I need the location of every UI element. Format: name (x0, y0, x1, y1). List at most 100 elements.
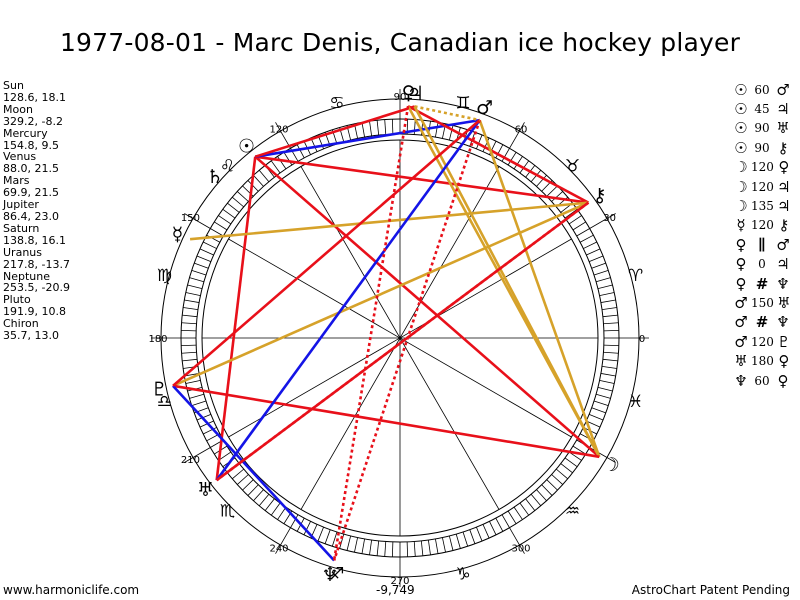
degree-tick (593, 400, 609, 407)
aspect-line (172, 119, 481, 387)
planet-name: Pluto (3, 293, 31, 307)
zodiac-sign: ♏ (220, 502, 235, 522)
degree-tick (181, 329, 197, 332)
planet-glyph: ☉ (238, 136, 255, 158)
planet-name: Moon (3, 102, 33, 116)
degree-tick (427, 539, 431, 555)
degree-tick (435, 122, 439, 138)
planet-glyph: ♅ (197, 479, 214, 501)
sign-boundary (184, 447, 211, 463)
aspect-planet-2: ⚷ (778, 216, 790, 235)
planet-glyph: ♂ (476, 97, 493, 119)
degree-tick (495, 517, 504, 532)
aspect-row: ♂ 150 ♅ (732, 293, 793, 312)
degree-tick (519, 502, 530, 516)
degree-tick (384, 541, 387, 557)
aspect-planet-1: ☿ (736, 216, 746, 235)
degree-tick (369, 121, 373, 137)
degree-tick (196, 255, 212, 262)
planet-position-list: Sun 128.6, 18.1 Moon 329.2, -8.2 Mercury 154.… (3, 80, 70, 342)
degree-label: 90 (394, 92, 407, 103)
aspect-angle: 0 (758, 257, 766, 272)
degree-tick (413, 119, 416, 135)
planet-glyph: ♄ (206, 166, 223, 188)
degree-tick (202, 427, 217, 435)
degree-tick (324, 529, 331, 544)
degree-label: 150 (181, 213, 200, 224)
degree-tick (184, 299, 200, 303)
degree-tick (264, 498, 275, 511)
planet-name: Mars (3, 174, 30, 188)
degree-label: 120 (269, 124, 288, 135)
degree-tick (406, 541, 409, 557)
degree-tick (189, 277, 205, 283)
degree-tick (227, 202, 240, 213)
degree-tick (448, 125, 454, 141)
planet-coords: 253.5, -20.9 (3, 281, 70, 295)
zodiac-sign: ♉ (565, 156, 580, 176)
degree-tick (242, 479, 254, 491)
degree-tick (495, 144, 504, 159)
aspect-row: ☉ 90 ♅ (732, 119, 793, 138)
aspect-angle: 150 (751, 295, 774, 310)
degree-tick (602, 358, 618, 362)
planet-coords: 191.9, 10.8 (3, 305, 66, 319)
planet-glyph: ♃ (407, 82, 424, 104)
planet-glyph: ☽ (603, 454, 620, 476)
aspect-angle: 120 (751, 160, 774, 175)
planet-name: Uranus (3, 245, 42, 259)
degree-tick (597, 284, 613, 290)
zodiac-sign: ♊ (456, 93, 471, 113)
degree-tick (310, 137, 318, 152)
degree-tick (501, 514, 510, 528)
degree-tick (546, 185, 558, 197)
degree-tick (384, 119, 387, 135)
degree-tick (536, 174, 547, 187)
degree-tick (236, 474, 249, 485)
degree-tick (361, 538, 365, 554)
aspect-planet-2: ⚷ (777, 138, 789, 157)
degree-tick (536, 489, 547, 502)
degree-tick (413, 541, 416, 557)
degree-tick (181, 351, 197, 354)
aspect-planet-2: ♂ (776, 80, 790, 99)
degree-tick (181, 344, 197, 347)
degree-tick (595, 277, 611, 283)
degree-tick (603, 351, 619, 354)
aspect-planet-1: ☉ (734, 100, 748, 119)
degree-tick (564, 208, 578, 219)
degree-tick (218, 215, 232, 225)
aspect-planet-1: ♀ (735, 235, 747, 254)
degree-tick (283, 152, 293, 166)
degree-label: 0 (639, 334, 645, 345)
degree-tick (591, 407, 606, 414)
degree-label: 240 (269, 544, 288, 555)
degree-tick (214, 221, 228, 231)
degree-tick (236, 191, 249, 202)
website-link[interactable]: www.harmoniclife.com (3, 583, 140, 597)
chart-title: 1977-08-01 - Marc Denis, Canadian ice ho… (59, 28, 741, 57)
degree-tick (513, 506, 523, 520)
degree-tick (317, 526, 324, 542)
aspect-row: ☉ 90 ⚷ (732, 138, 793, 157)
aspect-planet-1: ☽ (734, 177, 748, 196)
aspect-planet-1: ♂ (734, 293, 748, 312)
aspect-line (406, 105, 601, 458)
aspect-line (215, 201, 590, 482)
aspect-planet-2: ♀ (778, 352, 790, 371)
degree-tick (568, 215, 582, 225)
aspect-row: ♀ ∥ ♂ (732, 235, 793, 254)
degree-tick (258, 169, 270, 182)
degree-tick (603, 344, 619, 347)
patent-notice: AstroChart Patent Pending (631, 583, 790, 597)
degree-tick (270, 160, 281, 174)
degree-tick (556, 468, 569, 480)
degree-tick (530, 494, 542, 507)
planet-name: Venus (3, 150, 37, 164)
degree-tick (568, 451, 582, 461)
degree-tick (218, 451, 232, 461)
zodiac-sign: ♎ (157, 392, 172, 412)
degree-tick (376, 120, 380, 136)
sign-spokes (151, 89, 649, 587)
